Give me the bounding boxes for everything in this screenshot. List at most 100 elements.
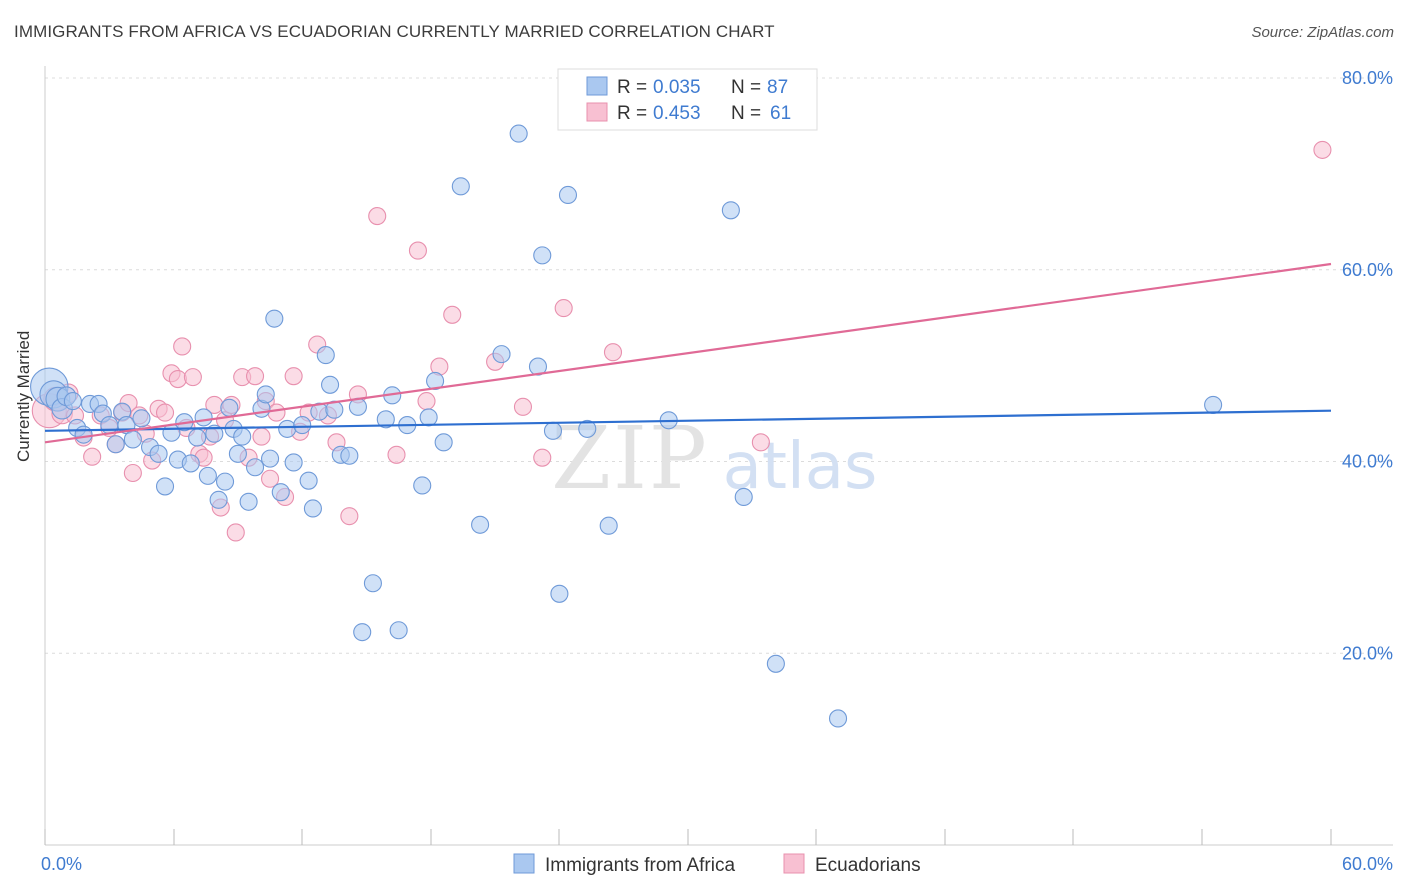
ecuadorians-point-34 xyxy=(252,427,271,446)
africa-point-43 xyxy=(293,416,312,435)
y-tick-label-20: 20.0% xyxy=(1342,643,1393,663)
africa-point-79 xyxy=(828,709,848,728)
africa-point-15 xyxy=(123,430,142,449)
ecuadorians-point-49 xyxy=(408,241,427,260)
ecuadorians-point-20 xyxy=(173,337,192,356)
ecuadorians-point-37 xyxy=(267,403,286,422)
africa-point-47 xyxy=(316,346,335,365)
africa-point-7 xyxy=(74,425,93,444)
legend-swatch-blue xyxy=(586,76,608,96)
legend-n-value-pink: 61 xyxy=(770,103,791,124)
source-credit: Source: ZipAtlas.com xyxy=(1251,24,1394,41)
legend-box: R = 0.035 N = 87 R = 0.453 N = 61 xyxy=(557,68,818,131)
ecuadorians-point-12 xyxy=(123,463,142,483)
legend-n-label-pink: N = xyxy=(731,103,761,124)
africa-point-76 xyxy=(734,487,753,507)
africa-point-45 xyxy=(303,499,322,518)
ecuadorians-point-56 xyxy=(554,299,573,318)
africa-point-24 xyxy=(188,428,207,447)
chart-title: IMMIGRANTS FROM AFRICA VS ECUADORIAN CUR… xyxy=(14,22,775,41)
africa-point-32 xyxy=(228,444,247,463)
ecuadorians-point-33 xyxy=(245,367,265,386)
africa-point-65 xyxy=(492,345,511,364)
tick-labels: 20.0% 40.0% 60.0% 80.0% 0.0% 60.0% xyxy=(41,68,1393,874)
africa-point-19 xyxy=(155,477,175,496)
gridlines xyxy=(45,77,1393,654)
ecuadorians-point-55 xyxy=(533,448,552,467)
africa-point-16 xyxy=(132,409,151,428)
africa-point-69 xyxy=(543,421,563,440)
africa-point-51 xyxy=(340,446,359,465)
africa-point-73 xyxy=(599,516,618,535)
legend-r-value-blue: 0.035 xyxy=(653,77,701,98)
legend-r-label-blue: R = xyxy=(617,77,647,98)
ecuadorians-point-6 xyxy=(83,447,102,466)
africa-point-44 xyxy=(299,471,318,490)
africa-point-12 xyxy=(106,435,125,454)
ecuadorians-point-36 xyxy=(260,469,280,488)
africa-point-41 xyxy=(278,419,297,438)
ecuadorians-point-39 xyxy=(284,367,303,386)
africa-point-48 xyxy=(321,375,340,394)
africa-point-26 xyxy=(198,466,217,485)
ecuadorians-point-30 xyxy=(226,523,245,542)
africa-point-39 xyxy=(265,309,284,328)
legend-n-label-blue: N = xyxy=(731,77,761,98)
x-tick-label-60: 60.0% xyxy=(1342,854,1393,874)
watermark: ZIP atlas xyxy=(551,409,877,509)
ecuadorians-point-17 xyxy=(155,403,175,422)
y-tick-label-60: 60.0% xyxy=(1342,260,1393,280)
africa-point-80 xyxy=(1204,395,1223,414)
watermark-zip: ZIP xyxy=(551,409,709,509)
africa-point-34 xyxy=(239,492,258,511)
ecuadorians-point-54 xyxy=(513,397,533,416)
ecuadorians-point-58 xyxy=(751,433,770,452)
africa-point-5 xyxy=(63,392,82,411)
ecuadorians-point-19 xyxy=(168,369,187,389)
africa-point-37 xyxy=(256,385,275,404)
africa-point-68 xyxy=(533,246,552,265)
legend-r-value-pink: 0.453 xyxy=(653,103,701,124)
legend-r-label-pink: R = xyxy=(617,103,647,124)
africa-point-54 xyxy=(363,574,382,593)
africa-point-28 xyxy=(209,490,228,509)
trend-line-ecuadorians xyxy=(44,262,1332,444)
africa-point-53 xyxy=(353,623,372,642)
trend-line-africa xyxy=(44,409,1332,432)
bottom-legend-swatch-ecuadorians xyxy=(783,853,805,874)
africa-point-29 xyxy=(215,472,235,491)
bottom-legend-swatch-africa xyxy=(513,853,535,874)
trend-lines xyxy=(44,262,1332,444)
bottom-legend-label-ecuadorians: Ecuadorians xyxy=(815,855,921,876)
africa-point-63 xyxy=(451,177,470,196)
africa-point-72 xyxy=(578,419,597,438)
bottom-legend: Immigrants from Africa Ecuadorians xyxy=(513,853,921,876)
ecuadorians-point-52 xyxy=(443,305,462,324)
ecuadorians-point-57 xyxy=(603,343,623,362)
africa-point-64 xyxy=(471,515,490,534)
africa-point-33 xyxy=(233,427,252,446)
africa-point-38 xyxy=(260,449,280,468)
africa-point-35 xyxy=(245,458,265,477)
africa-point-30 xyxy=(220,398,239,417)
bottom-legend-label-africa: Immigrants from Africa xyxy=(545,855,735,876)
africa-point-11 xyxy=(100,416,119,435)
africa-point-27 xyxy=(205,424,224,443)
legend-swatch-pink xyxy=(586,102,608,122)
africa-point-57 xyxy=(389,621,408,640)
africa-point-62 xyxy=(434,433,453,452)
africa-point-23 xyxy=(181,454,200,473)
africa-point-71 xyxy=(558,185,578,205)
africa-point-40 xyxy=(271,483,290,502)
africa-point-78 xyxy=(766,654,785,673)
africa-point-70 xyxy=(550,584,569,603)
africa-point-25 xyxy=(194,408,213,427)
ecuadorians-point-47 xyxy=(368,207,387,226)
y-tick-label-80: 80.0% xyxy=(1342,68,1393,88)
axes xyxy=(44,66,1393,846)
africa-point-66 xyxy=(509,124,528,143)
africa-point-18 xyxy=(149,444,168,463)
africa-point-55 xyxy=(376,410,395,429)
ecuadorians-point-45 xyxy=(340,507,359,526)
ecuadorians-point-50 xyxy=(417,392,436,411)
